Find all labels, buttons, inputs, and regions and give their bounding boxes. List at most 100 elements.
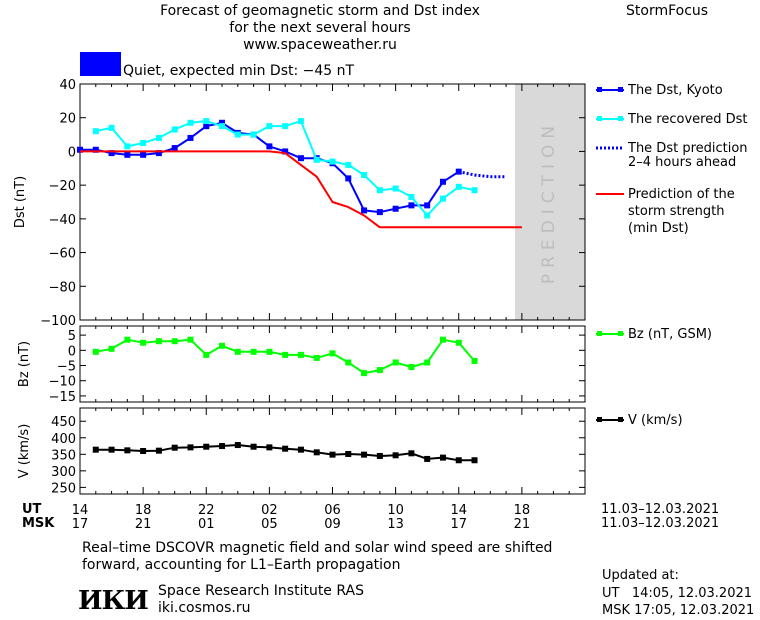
- msk-tick-label: 21: [514, 517, 531, 532]
- data-point-the-dst-kyoto: [124, 151, 131, 158]
- data-point-v-km-s: [297, 446, 304, 453]
- series-line-the-dst-kyoto: [80, 121, 460, 214]
- ut-tick-label: 18: [135, 503, 152, 518]
- legend: [596, 87, 624, 422]
- legend-dst-kyoto-label: The Dst, Kyoto: [628, 83, 723, 98]
- dst-y-axis-label: Dst (nT): [13, 176, 28, 228]
- data-point-the-dst-kyoto: [219, 119, 226, 126]
- data-point-the-dst-kyoto: [266, 143, 273, 150]
- data-point-the-dst-kyoto: [155, 150, 162, 157]
- data-point-the-dst-kyoto: [297, 155, 304, 162]
- v-y-tick-label: 400: [51, 432, 76, 447]
- v-y-tick-label: 350: [51, 448, 76, 463]
- data-point-v-km-s: [203, 443, 210, 450]
- data-point-v-km-s: [266, 444, 273, 451]
- v-y-tick-label: 300: [51, 465, 76, 480]
- data-point-the-recovered-dst: [282, 123, 289, 130]
- data-point-v-km-s: [471, 457, 478, 464]
- msk-date-range: 11.03–12.03.2021: [601, 516, 720, 531]
- data-point-v-km-s: [124, 447, 131, 454]
- data-point-v-km-s: [455, 457, 462, 464]
- msk-row-label: MSK: [22, 516, 55, 531]
- ut-row-label: UT: [22, 502, 42, 517]
- data-point-the-recovered-dst: [140, 140, 147, 146]
- data-point-the-recovered-dst: [329, 158, 336, 165]
- data-point-bz-nt-gsm: [424, 359, 431, 366]
- data-point-the-dst-kyoto: [424, 202, 431, 209]
- data-point-bz-nt-gsm: [297, 351, 304, 358]
- data-point-the-dst-kyoto: [345, 175, 352, 182]
- data-point-bz-nt-gsm: [187, 336, 194, 343]
- footer-note-line2: forward, accounting for L1–Earth propaga…: [82, 557, 401, 573]
- data-point-bz-nt-gsm: [266, 348, 273, 355]
- msk-tick-label: 17: [72, 517, 89, 532]
- dst-y-tick-label: −60: [49, 247, 76, 262]
- v-y-axis-label: V (km/s): [17, 424, 32, 479]
- legend-storm-label: (min Dst): [628, 221, 689, 236]
- legend-v-marker: [597, 417, 602, 422]
- msk-tick-label: 05: [261, 517, 278, 532]
- data-point-the-dst-kyoto: [171, 145, 178, 152]
- ut-tick-label: 02: [261, 503, 278, 518]
- series-line-the-dst-prediction-2-4-hours-ahead: [458, 170, 507, 179]
- data-point-the-dst-kyoto: [376, 209, 383, 216]
- dst-y-tick-label: 0: [68, 145, 76, 160]
- data-point-the-recovered-dst: [234, 131, 241, 138]
- data-point-v-km-s: [171, 444, 178, 451]
- data-point-the-dst-kyoto: [108, 150, 115, 157]
- ut-tick-label: 22: [198, 503, 215, 518]
- series-line-the-recovered-dst: [95, 120, 475, 217]
- series-line-prediction-of-the-storm-strength-min-dst: [80, 150, 522, 229]
- institute-name: Space Research Institute RAS: [158, 583, 364, 599]
- data-point-the-recovered-dst: [92, 128, 99, 135]
- ut-tick-label: 14: [450, 503, 467, 518]
- data-point-the-recovered-dst: [266, 123, 273, 130]
- data-point-the-recovered-dst: [187, 119, 194, 126]
- chart-title-line2: for the next several hours: [229, 20, 411, 36]
- legend-v-marker: [618, 417, 623, 422]
- legend-dst-recovered-label: The recovered Dst: [628, 112, 748, 127]
- data-point-v-km-s: [250, 443, 257, 450]
- data-point-v-km-s: [234, 442, 241, 449]
- data-point-v-km-s: [187, 444, 194, 451]
- bz-y-tick-label: −10: [49, 375, 76, 390]
- legend-bz-marker: [597, 331, 602, 336]
- msk-tick-label: 09: [324, 517, 341, 532]
- data-point-bz-nt-gsm: [124, 336, 131, 343]
- footer-note-line1: Real–time DSCOVR magnetic field and sola…: [82, 540, 553, 556]
- data-point-bz-nt-gsm: [108, 345, 115, 352]
- dst-y-tick-label: 40: [59, 78, 76, 93]
- v-y-tick-label: 250: [51, 481, 76, 496]
- data-point-v-km-s: [361, 451, 368, 458]
- dst-y-tick-label: −80: [49, 280, 76, 295]
- data-point-bz-nt-gsm: [361, 370, 368, 377]
- msk-tick-label: 21: [135, 517, 152, 532]
- data-point-bz-nt-gsm: [376, 367, 383, 374]
- source-url: www.spaceweather.ru: [243, 37, 397, 53]
- prediction-band: [515, 84, 585, 320]
- bz-y-axis-label: Bz (nT): [17, 341, 32, 387]
- data-point-the-recovered-dst: [171, 126, 178, 133]
- data-point-bz-nt-gsm: [455, 339, 462, 346]
- data-point-bz-nt-gsm: [282, 351, 289, 358]
- data-point-bz-nt-gsm: [329, 350, 336, 357]
- chart-title-line1: Forecast of geomagnetic storm and Dst in…: [160, 3, 480, 19]
- legend-storm-label: storm strength: [628, 204, 725, 219]
- data-point-the-recovered-dst: [124, 143, 131, 150]
- data-point-bz-nt-gsm: [140, 339, 147, 346]
- data-point-v-km-s: [155, 447, 162, 454]
- data-point-the-recovered-dst: [203, 118, 210, 125]
- dst-y-tick-label: −100: [40, 314, 76, 329]
- data-point-bz-nt-gsm: [392, 359, 399, 366]
- legend-v-label: V (km/s): [628, 413, 683, 428]
- legend-dst-prediction-label: 2–4 hours ahead: [628, 155, 737, 170]
- bz-y-tick-label: 5: [68, 329, 76, 344]
- data-point-the-dst-kyoto: [187, 134, 194, 141]
- data-point-bz-nt-gsm: [203, 351, 210, 358]
- institute-site[interactable]: iki.cosmos.ru: [158, 600, 251, 616]
- data-point-the-recovered-dst: [155, 134, 162, 141]
- ut-tick-label: 18: [514, 503, 531, 518]
- data-point-the-recovered-dst: [313, 156, 320, 163]
- data-point-bz-nt-gsm: [471, 357, 478, 364]
